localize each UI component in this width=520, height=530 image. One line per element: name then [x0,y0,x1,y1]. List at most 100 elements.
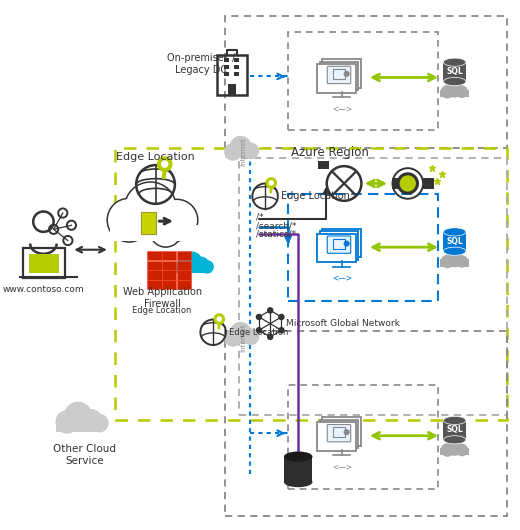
Circle shape [266,178,276,188]
FancyBboxPatch shape [162,280,176,289]
Text: /*: /* [256,213,264,222]
Circle shape [225,144,241,160]
FancyBboxPatch shape [162,251,176,260]
FancyBboxPatch shape [327,236,350,253]
Ellipse shape [444,436,466,444]
FancyBboxPatch shape [284,457,313,482]
FancyBboxPatch shape [317,234,356,262]
Circle shape [151,217,180,245]
Ellipse shape [444,228,466,236]
FancyBboxPatch shape [317,64,356,93]
Circle shape [256,314,262,320]
FancyBboxPatch shape [56,420,101,432]
FancyBboxPatch shape [327,425,350,442]
Circle shape [82,410,101,429]
FancyBboxPatch shape [162,261,176,270]
Circle shape [214,314,224,324]
Text: SQL: SQL [446,67,463,76]
Circle shape [256,328,262,333]
Text: Microsoft Global Network: Microsoft Global Network [287,319,400,328]
FancyBboxPatch shape [320,61,358,90]
Text: Edge Location: Edge Location [133,306,192,315]
FancyBboxPatch shape [147,280,162,289]
Text: SQL: SQL [446,425,463,434]
Text: Azure Region: Azure Region [291,146,369,159]
Circle shape [225,330,241,346]
Circle shape [156,199,198,241]
Circle shape [441,444,453,456]
Circle shape [441,86,453,98]
Text: <—>: <—> [332,462,353,471]
FancyBboxPatch shape [177,280,191,289]
FancyBboxPatch shape [320,232,358,260]
Circle shape [400,175,416,192]
Circle shape [56,411,78,433]
FancyBboxPatch shape [234,58,239,62]
FancyBboxPatch shape [440,259,469,267]
Text: /statics/*: /statics/* [256,230,296,239]
Text: Web Application
Firewall: Web Application Firewall [123,287,202,309]
Ellipse shape [444,417,466,425]
FancyBboxPatch shape [322,417,361,446]
Text: <—>: <—> [332,104,353,113]
FancyBboxPatch shape [444,420,466,440]
Circle shape [344,429,349,435]
FancyBboxPatch shape [224,58,229,62]
Circle shape [230,137,251,157]
Text: On-premises /
Legacy DC: On-premises / Legacy DC [167,53,236,75]
FancyBboxPatch shape [177,251,191,260]
Circle shape [176,258,192,274]
Circle shape [456,86,467,98]
Text: /search/*: /search/* [256,221,296,230]
FancyBboxPatch shape [147,261,162,270]
FancyBboxPatch shape [423,178,434,189]
Circle shape [344,71,349,77]
Circle shape [397,172,419,195]
Text: <—>: <—> [332,273,353,282]
Circle shape [243,329,258,344]
FancyBboxPatch shape [234,65,239,69]
Circle shape [64,402,92,429]
FancyBboxPatch shape [141,212,155,234]
Ellipse shape [444,77,466,86]
Circle shape [447,440,462,455]
Text: Edge Location: Edge Location [116,152,195,162]
Circle shape [268,308,273,313]
Text: SQL: SQL [446,236,463,245]
Circle shape [243,143,258,158]
FancyBboxPatch shape [147,270,162,279]
Circle shape [456,256,467,267]
Text: Internet: Internet [240,323,246,352]
Circle shape [447,251,462,267]
FancyBboxPatch shape [327,66,350,84]
FancyBboxPatch shape [228,84,236,95]
FancyBboxPatch shape [392,178,403,189]
Ellipse shape [284,477,313,487]
Circle shape [183,252,201,271]
FancyBboxPatch shape [444,232,466,251]
Text: Edge Location: Edge Location [281,191,350,201]
Circle shape [158,157,172,171]
FancyBboxPatch shape [225,336,251,344]
FancyBboxPatch shape [318,161,329,169]
FancyBboxPatch shape [176,264,209,273]
Text: Other Cloud
Service: Other Cloud Service [53,444,115,466]
Circle shape [124,182,176,234]
Circle shape [230,323,251,343]
FancyBboxPatch shape [147,251,162,260]
FancyBboxPatch shape [225,150,251,158]
FancyBboxPatch shape [177,270,191,279]
FancyBboxPatch shape [162,270,176,279]
Circle shape [279,328,284,333]
Circle shape [269,181,273,185]
Text: Edge Location: Edge Location [229,328,289,337]
FancyBboxPatch shape [444,62,466,82]
Circle shape [441,255,453,268]
Circle shape [217,317,222,321]
Text: www.contoso.com: www.contoso.com [3,285,84,294]
FancyBboxPatch shape [320,420,358,448]
Circle shape [107,198,151,242]
FancyBboxPatch shape [234,72,239,76]
Ellipse shape [444,58,466,66]
Circle shape [447,82,462,97]
